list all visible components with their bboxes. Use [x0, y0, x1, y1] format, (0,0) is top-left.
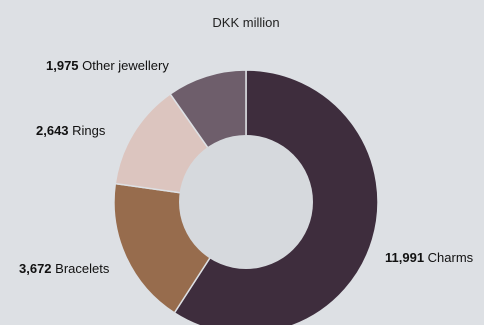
slice-value: 11,991 [385, 250, 424, 265]
label-other-jewellery: 1,975 Other jewellery [46, 58, 169, 73]
chart-subtitle: DKK million [212, 15, 279, 30]
label-charms: 11,991 Charms [385, 250, 474, 265]
slice-value: 2,643 [36, 123, 69, 138]
slice-name: Bracelets [52, 261, 110, 276]
label-bracelets: 3,672 Bracelets [19, 261, 110, 276]
label-rings: 2,643 Rings [36, 123, 106, 138]
slice-name: Other jewellery [79, 58, 170, 73]
slice-name: Rings [69, 123, 106, 138]
donut-hole [179, 135, 313, 269]
slice-value: 1,975 [46, 58, 79, 73]
slice-value: 3,672 [19, 261, 52, 276]
slice-name: Charms [424, 250, 474, 265]
